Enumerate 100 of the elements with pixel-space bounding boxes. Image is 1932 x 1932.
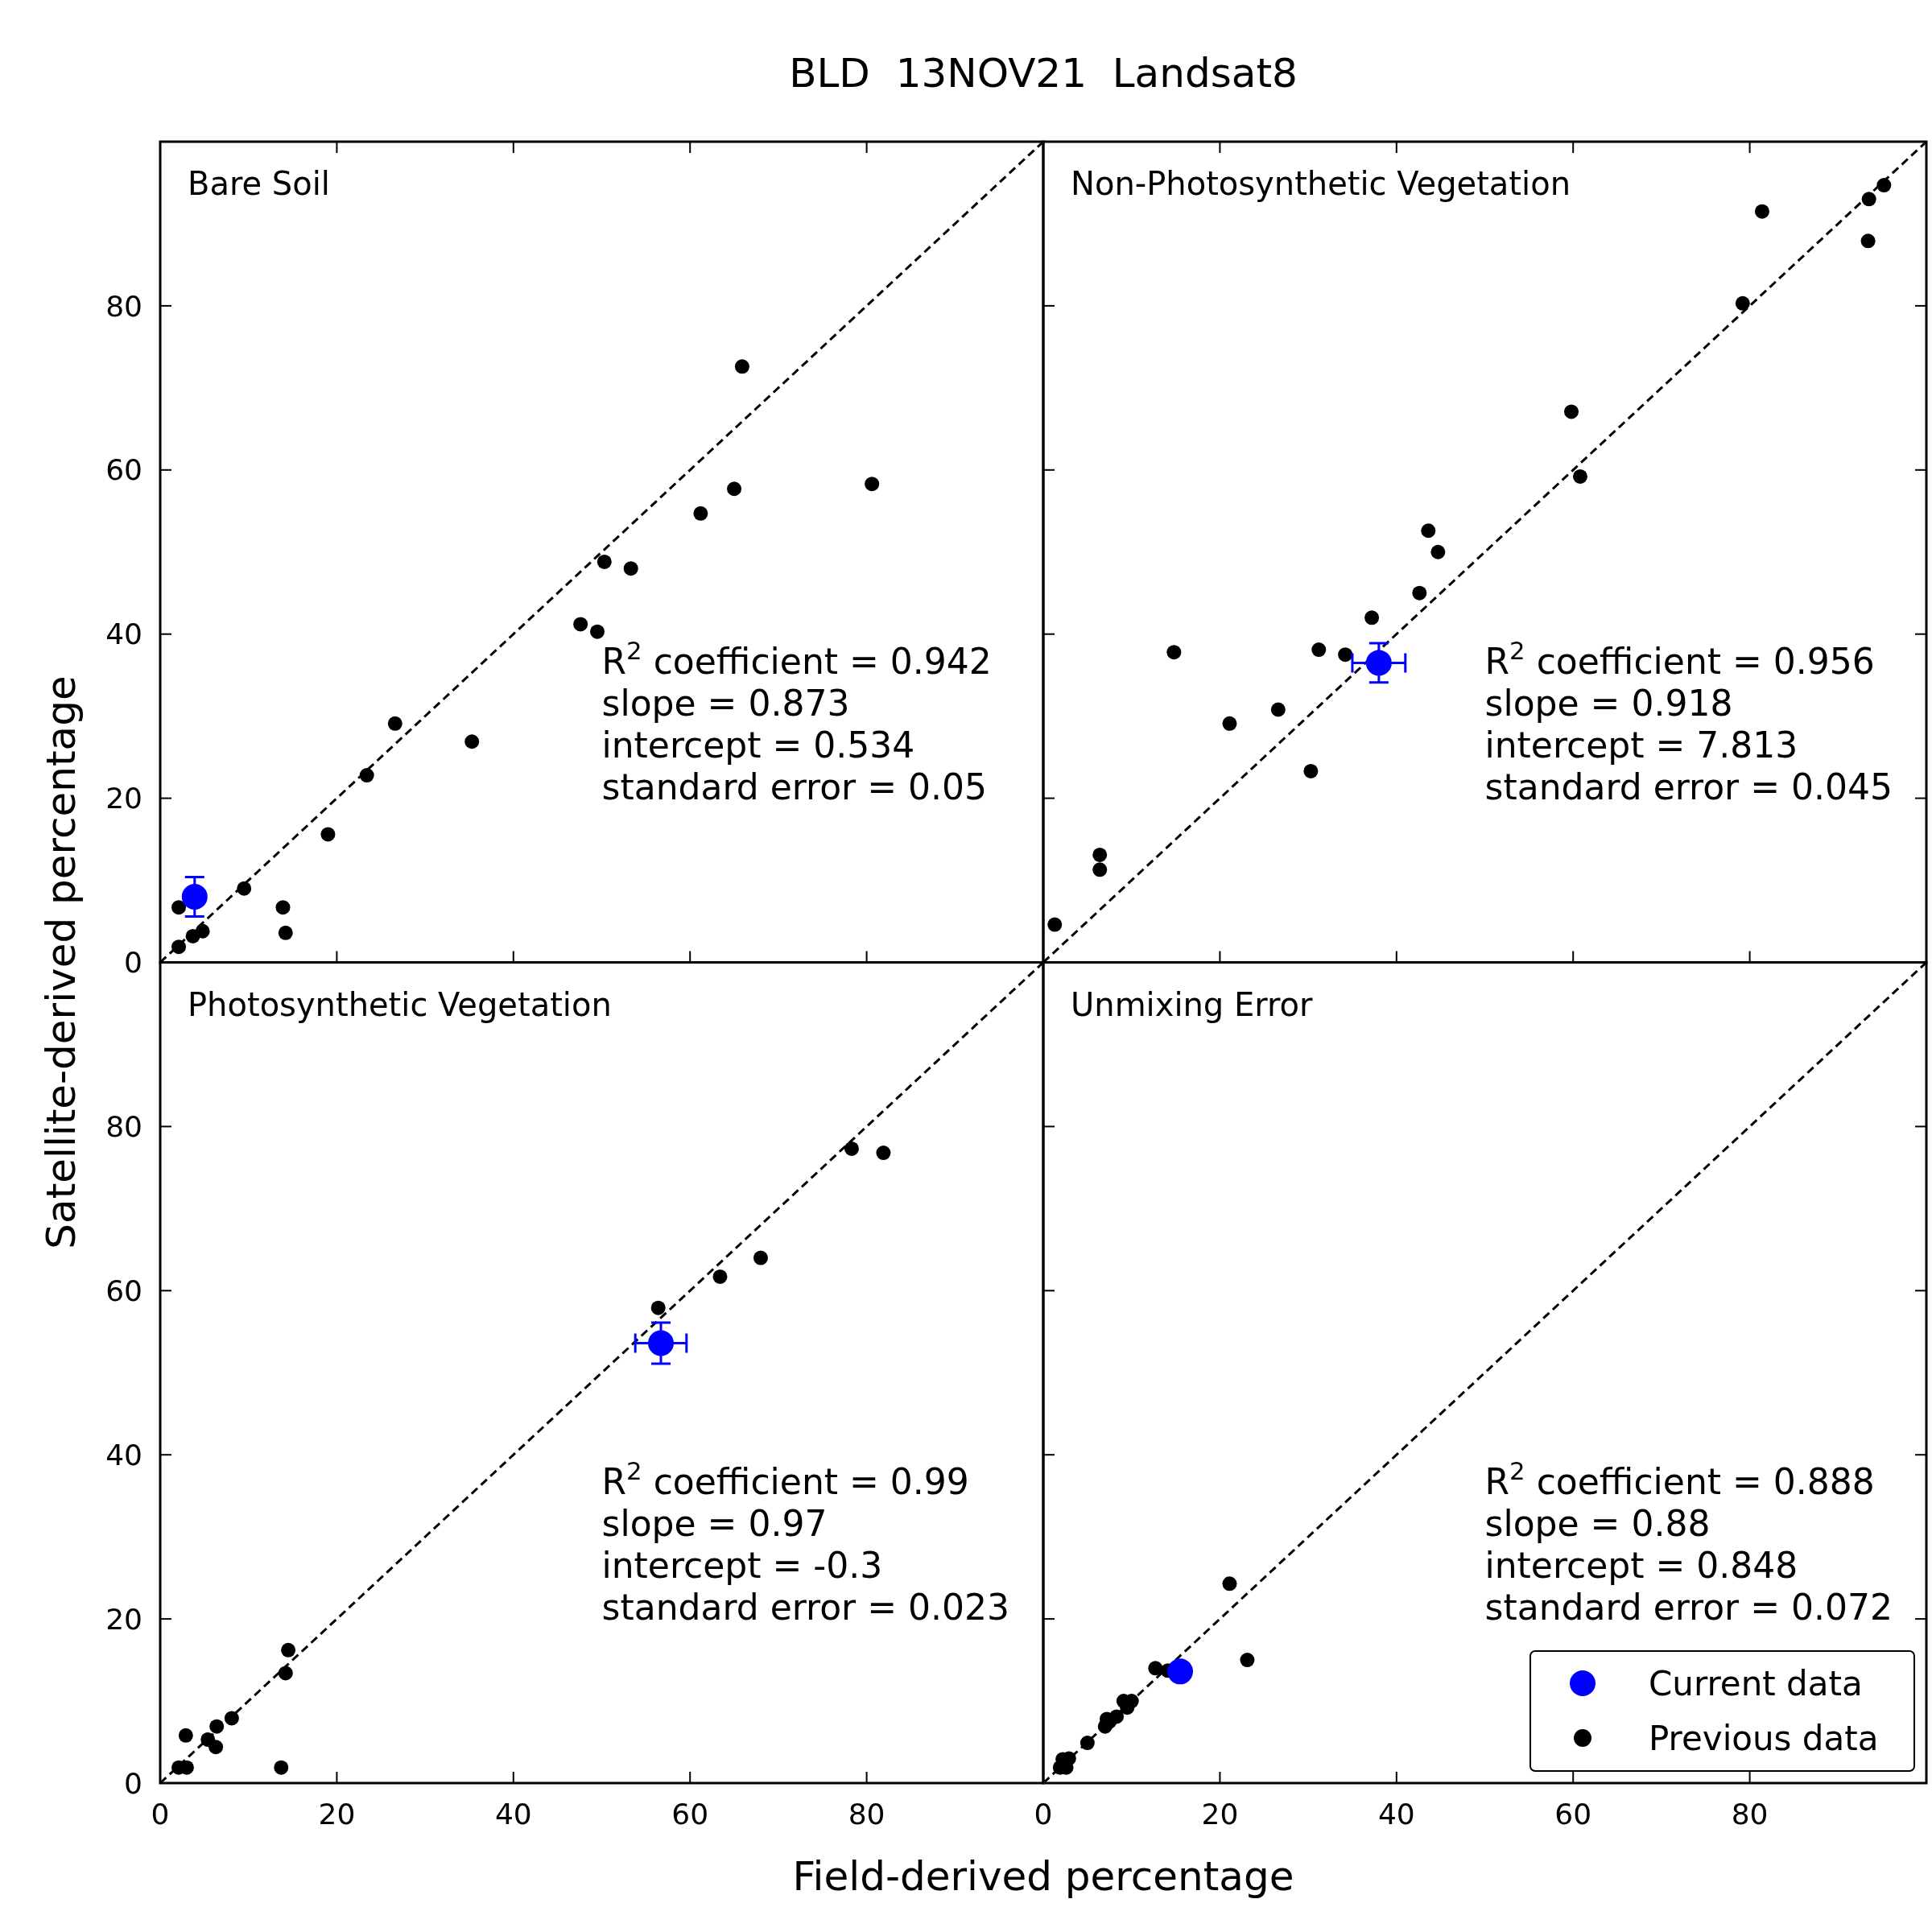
x-tick-label: 0 <box>151 1797 170 1831</box>
point <box>597 554 612 569</box>
annotation: slope = 0.88 <box>1484 1503 1711 1545</box>
point <box>171 900 187 915</box>
point <box>1311 642 1327 658</box>
point <box>650 1300 666 1315</box>
point <box>1572 469 1587 484</box>
chart-subtitle: BLD 13NOV21 Landsat8 <box>789 50 1298 97</box>
point <box>734 359 749 374</box>
point <box>209 1719 225 1734</box>
y-tick-label: 80 <box>105 289 142 323</box>
legend-label: Previous data <box>1649 1718 1879 1758</box>
point <box>1148 1661 1163 1676</box>
point <box>693 506 708 521</box>
point <box>1860 233 1876 249</box>
point <box>1303 763 1319 778</box>
point <box>224 1711 239 1726</box>
point <box>1092 847 1108 862</box>
point <box>387 716 402 731</box>
x-tick-label: 40 <box>494 1797 532 1831</box>
point <box>1564 404 1579 419</box>
point <box>281 1642 296 1657</box>
point <box>1364 610 1380 625</box>
text: Non-Photosynthetic Vegetation <box>1071 165 1571 202</box>
x-tick-label: 20 <box>1201 1797 1239 1831</box>
point <box>1735 295 1750 311</box>
point <box>844 1141 859 1156</box>
point <box>1240 1653 1255 1668</box>
point <box>590 624 605 639</box>
point <box>1222 716 1237 731</box>
point <box>876 1146 891 1161</box>
point <box>275 900 291 915</box>
x-tick-label: 20 <box>318 1797 356 1831</box>
y-axis-title: Satellite-derived percentage <box>38 675 85 1249</box>
y-tick-label: 0 <box>124 946 142 980</box>
annotation: R$^{2}$ coefficient = 0.956 <box>1484 635 1875 682</box>
point <box>1167 1658 1194 1685</box>
y-tick-label: 20 <box>105 782 142 815</box>
y-tick-label: 40 <box>105 617 142 651</box>
point <box>1080 1736 1095 1751</box>
point <box>1876 178 1892 193</box>
y-tick-label: 80 <box>105 1110 142 1143</box>
x-tick-label: 60 <box>671 1797 709 1831</box>
point <box>178 1728 193 1743</box>
text: Bare Soil <box>188 165 330 202</box>
x-tick-label: 40 <box>1377 1797 1415 1831</box>
annotation: slope = 0.97 <box>601 1503 828 1545</box>
point <box>208 1740 224 1755</box>
point <box>727 481 742 497</box>
point <box>865 477 880 492</box>
point <box>1421 523 1436 539</box>
point <box>712 1269 728 1284</box>
point <box>464 734 480 749</box>
point <box>1270 702 1286 717</box>
point <box>1338 647 1353 663</box>
annotation: standard error = 0.045 <box>1484 766 1893 807</box>
x-tick-label: 80 <box>1731 1797 1769 1831</box>
x-tick-label: 0 <box>1034 1797 1053 1831</box>
point <box>181 883 208 910</box>
x-tick-label: 60 <box>1554 1797 1592 1831</box>
point <box>1754 204 1769 219</box>
annotation: intercept = 0.848 <box>1484 1545 1798 1587</box>
y-tick-label: 40 <box>105 1438 142 1472</box>
y-tick-label: 20 <box>105 1602 142 1636</box>
y-tick-label: 60 <box>105 1274 142 1307</box>
annotation: intercept = -0.3 <box>601 1545 883 1587</box>
point <box>1092 862 1108 877</box>
y-tick-label: 0 <box>124 1766 142 1800</box>
text: Photosynthetic Vegetation <box>188 985 612 1023</box>
x-axis-title: Field-derived percentage <box>792 1853 1294 1900</box>
point <box>274 1760 289 1775</box>
x-tick-label: 80 <box>848 1797 886 1831</box>
annotation: R$^{2}$ coefficient = 0.99 <box>601 1456 969 1503</box>
annotation: standard error = 0.072 <box>1484 1587 1893 1629</box>
text: Unmixing Error <box>1071 985 1313 1023</box>
annotation: slope = 0.918 <box>1484 682 1733 724</box>
annotation: standard error = 0.05 <box>601 766 987 807</box>
point <box>185 928 200 943</box>
point <box>1412 585 1427 601</box>
point <box>1861 192 1876 207</box>
point <box>1430 544 1446 559</box>
point <box>1365 650 1392 676</box>
point <box>1047 917 1063 932</box>
point <box>171 939 187 955</box>
point <box>320 827 336 842</box>
annotation: R$^{2}$ coefficient = 0.888 <box>1484 1456 1875 1503</box>
point <box>573 617 588 632</box>
annotation: intercept = 0.534 <box>601 724 915 766</box>
point <box>648 1330 674 1356</box>
point <box>1166 645 1182 660</box>
annotation: slope = 0.873 <box>601 682 850 724</box>
point <box>237 881 252 896</box>
y-tick-label: 60 <box>105 453 142 487</box>
point <box>623 561 638 576</box>
point <box>278 1666 293 1681</box>
legend-label: Current data <box>1649 1663 1863 1703</box>
annotation: R$^{2}$ coefficient = 0.942 <box>601 635 992 682</box>
annotation: standard error = 0.023 <box>601 1587 1009 1629</box>
point <box>278 925 293 940</box>
point <box>753 1250 768 1265</box>
